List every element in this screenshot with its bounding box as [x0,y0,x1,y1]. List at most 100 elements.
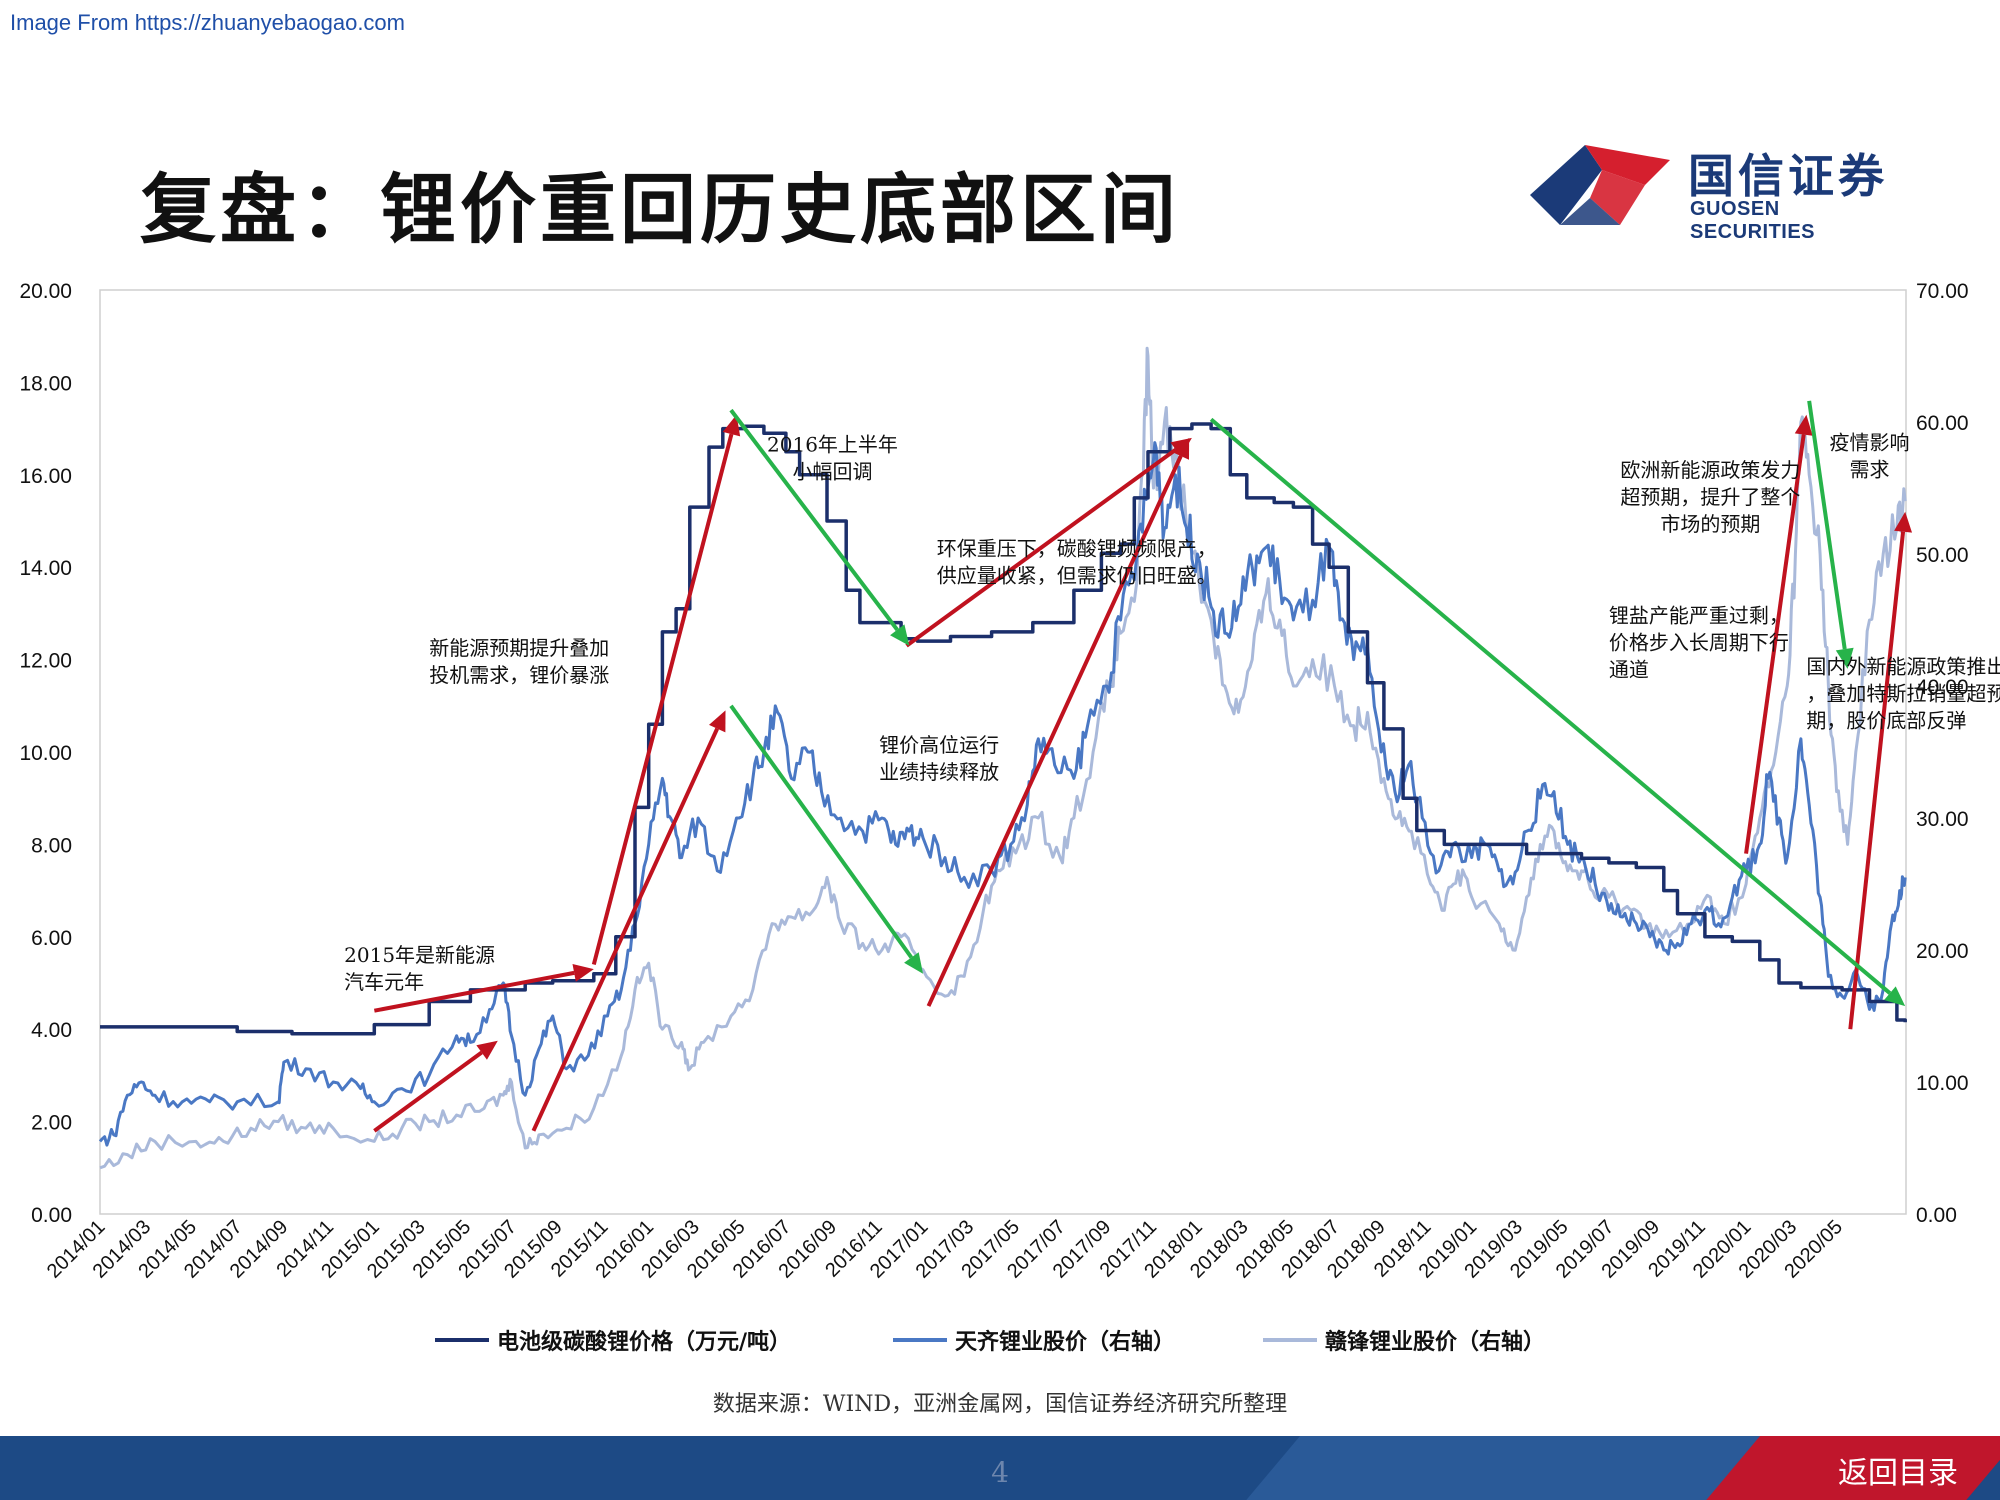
logo-mark-icon [1530,145,1670,225]
chart-annotation: 环保重压下，碳酸锂频频限产， 供应量收紧，但需求仍旧旺盛。 [937,537,1217,588]
down-arrow-head [890,624,910,646]
x-axis: 2014/012014/032014/052014/072014/092014/… [43,1216,1847,1283]
left-axis: 0.00 2.00 4.00 6.00 8.00 10.00 12.00 14.00 16.00… [19,280,72,1227]
annotation-line: 疫情影响 [1830,430,1910,454]
annotation-line: 国内外新能源政策推出 [1806,654,2000,678]
chart-annotation: 疫情影响需求 [1830,430,1910,481]
legend-label: 赣锋锂业股价（右轴） [1325,1329,1546,1355]
up-arrow-head [722,414,741,437]
legend-swatch [1263,1338,1317,1342]
legend-label: 天齐锂业股价（右轴） [955,1329,1176,1355]
source-link[interactable]: Image From https://zhuanyebaogao.com [10,10,405,35]
right-tick-label: 20.00 [1916,940,1969,963]
left-tick-label: 6.00 [31,927,72,950]
annotation-line: 价格步入长周期下行 [1609,631,1789,655]
series-line-2 [99,346,1907,1170]
left-tick-label: 16.00 [19,465,72,488]
chart-annotation: 锂价高位运行业绩持续释放 [879,733,999,784]
right-tick-label: 70.00 [1916,280,1969,303]
annotation-line: 需求 [1850,457,1890,481]
annotation-line: 投机需求，锂价暴涨 [429,663,609,687]
back-to-contents-link[interactable]: 返回目录 [1838,1456,1958,1491]
up-arrow-head [476,1040,498,1060]
chart-annotation: 欧洲新能源政策发力超预期，提升了整个市场的预期 [1620,458,1800,536]
down-arrow-head [1835,647,1854,669]
annotation-line: 2015年是新能源 [344,943,495,967]
left-tick-label: 8.00 [31,834,72,857]
guosen-logo: 国信证券 GUOSEN SECURITIES [1530,140,1890,243]
left-tick-label: 4.00 [31,1019,72,1042]
annotation-line: 新能源预期提升叠加 [429,636,609,660]
right-tick-label: 30.00 [1916,808,1969,831]
up-arrow [591,433,734,966]
legend-swatch [435,1338,489,1342]
legend-item-ganfeng: 赣锋锂业股价（右轴） [1263,1320,1545,1360]
up-arrow-head [1894,511,1913,533]
annotation-line: 超预期，提升了整个 [1620,485,1800,509]
up-arrow [1848,531,1906,1030]
plot-frame [99,289,1907,1215]
up-arrow-head [572,964,594,982]
chart-annotation: 锂盐产能严重过剩， 价格步入长周期下行通道 [1609,604,1789,682]
annotation-line: 期，股价底部反弹 [1806,708,1966,732]
right-tick-label: 40.00 [1916,676,1969,699]
series-line-0 [100,422,1907,1036]
up-arrow-head [1170,437,1192,457]
chart-legend: 电池级碳酸锂价格（万元/吨） 天齐锂业股价（右轴） 赣锋锂业股价（右轴） [0,1320,2000,1360]
down-arrow [729,704,914,959]
annotation-line: 锂盐产能严重过剩， [1609,604,1789,628]
left-tick-label: 2.00 [31,1112,72,1135]
annotation-line: 小幅回调 [792,460,872,484]
annotation-line: 市场的预期 [1660,512,1760,536]
legend-swatch [893,1338,947,1342]
left-tick-label: 10.00 [19,742,72,765]
page-number: 4 [991,1456,1009,1489]
annotation-line: 通道 [1609,658,1649,682]
annotation-line: ，叠加特斯拉销量超预 [1806,681,2000,705]
chart-annotation: 2016年上半年小幅回调 [767,433,898,484]
right-tick-label: 60.00 [1916,412,1969,435]
up-arrow [926,455,1183,1007]
arrow-layer [373,400,1913,1133]
annotation-line: 2016年上半年 [767,433,898,457]
up-arrow [1744,434,1806,854]
left-tick-label: 14.00 [19,557,72,580]
right-axis: 0.00 10.00 20.00 30.00 40.00 50.00 60.00 70.00 [1916,280,1969,1227]
down-arrow [1209,417,1892,995]
annotation-line: 业绩持续释放 [879,760,999,784]
annotation-layer: 2015年是新能源汽车元年 新能源预期提升叠加投机需求，锂价暴涨 2016年上半年小… [344,430,2000,994]
down-arrow-head [904,952,924,974]
right-tick-label: 0.00 [1916,1204,1957,1227]
series-line-1 [98,441,1907,1147]
left-tick-label: 12.00 [19,650,72,673]
down-arrow-head [1884,986,1906,1007]
chart-annotation: 2015年是新能源汽车元年 [344,943,495,994]
up-arrow [905,448,1177,648]
up-arrow-head [709,710,726,733]
legend-item-lithium-price: 电池级碳酸锂价格（万元/吨） [435,1320,791,1360]
series-layer [98,346,1907,1170]
annotation-line: 锂价高位运行 [879,733,999,757]
page-title: 复盘：锂价重回历史底部区间 [140,165,1180,254]
up-arrow [373,1050,483,1133]
left-tick-label: 20.00 [19,280,72,303]
logo-text-cn: 国信证券 [1688,149,1888,203]
chart-annotation: 新能源预期提升叠加投机需求，锂价暴涨 [429,636,609,687]
right-tick-label: 50.00 [1916,544,1969,567]
legend-item-tianqi: 天齐锂业股价（右轴） [893,1320,1175,1360]
footer-bar [0,1436,2000,1500]
logo-text-en: GUOSEN SECURITIES [1690,198,1816,243]
left-tick-label: 18.00 [19,372,72,395]
source-note: 数据来源：WIND，亚洲金属网，国信证券经济研究所整理 [712,1392,1288,1417]
annotation-line: 汽车元年 [344,970,424,994]
chart-annotation: 国内外新能源政策推出 ，叠加特斯拉销量超预期，股价底部反弹 [1806,654,2000,732]
annotation-line: 供应量收紧，但需求仍旧旺盛。 [937,564,1217,588]
lithium-price-chart: 0.00 2.00 4.00 6.00 8.00 10.00 12.00 14.00 16.00… [19,280,2000,1283]
up-arrow-head [1794,414,1813,436]
up-arrow [373,970,575,1013]
annotation-line: 欧洲新能源政策发力 [1620,458,1800,482]
down-arrow [1807,400,1847,650]
up-arrow [531,727,720,1132]
left-tick-label: 0.00 [31,1204,72,1227]
right-tick-label: 10.00 [1916,1072,1969,1095]
